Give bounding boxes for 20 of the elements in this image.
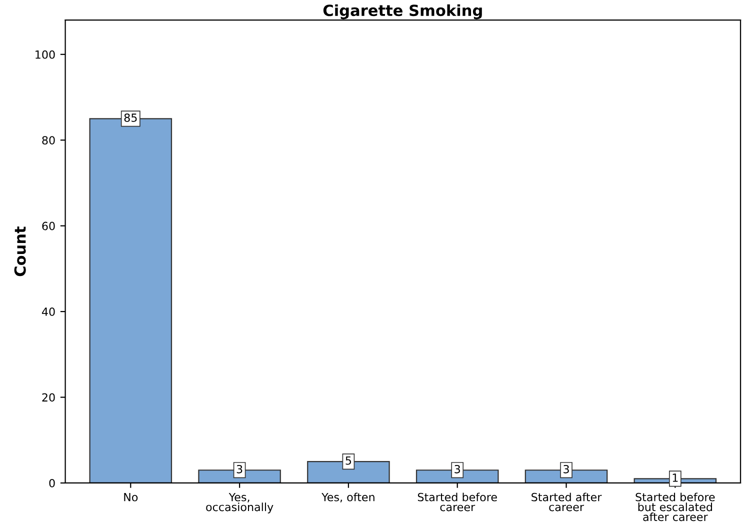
x-tick-label: Started after career xyxy=(532,492,602,512)
y-tick-label: 0 xyxy=(49,478,55,488)
data-label: 1 xyxy=(672,474,678,482)
y-tick-label: 100 xyxy=(36,50,55,59)
y-axis-title: Count xyxy=(14,226,26,276)
y-tick-label: 80 xyxy=(42,136,55,144)
y-tick-label: 20 xyxy=(42,393,55,402)
chart-title: Cigarette Smoking xyxy=(323,4,482,20)
data-label: 3 xyxy=(454,464,460,474)
x-tick-label: Yes, occasionally xyxy=(206,493,274,514)
data-label: 3 xyxy=(564,464,569,474)
data-label: 3 xyxy=(236,464,242,474)
x-tick-label: Started before career xyxy=(418,492,497,512)
y-tick-label: 40 xyxy=(42,308,55,316)
data-label: 85 xyxy=(124,113,137,122)
x-tick-label: Yes, often xyxy=(322,492,374,502)
data-label: 5 xyxy=(346,456,352,465)
x-tick-label: Started before but escalated after career xyxy=(636,492,715,522)
y-tick-label: 60 xyxy=(42,222,55,230)
x-tick-label: No xyxy=(124,493,138,502)
